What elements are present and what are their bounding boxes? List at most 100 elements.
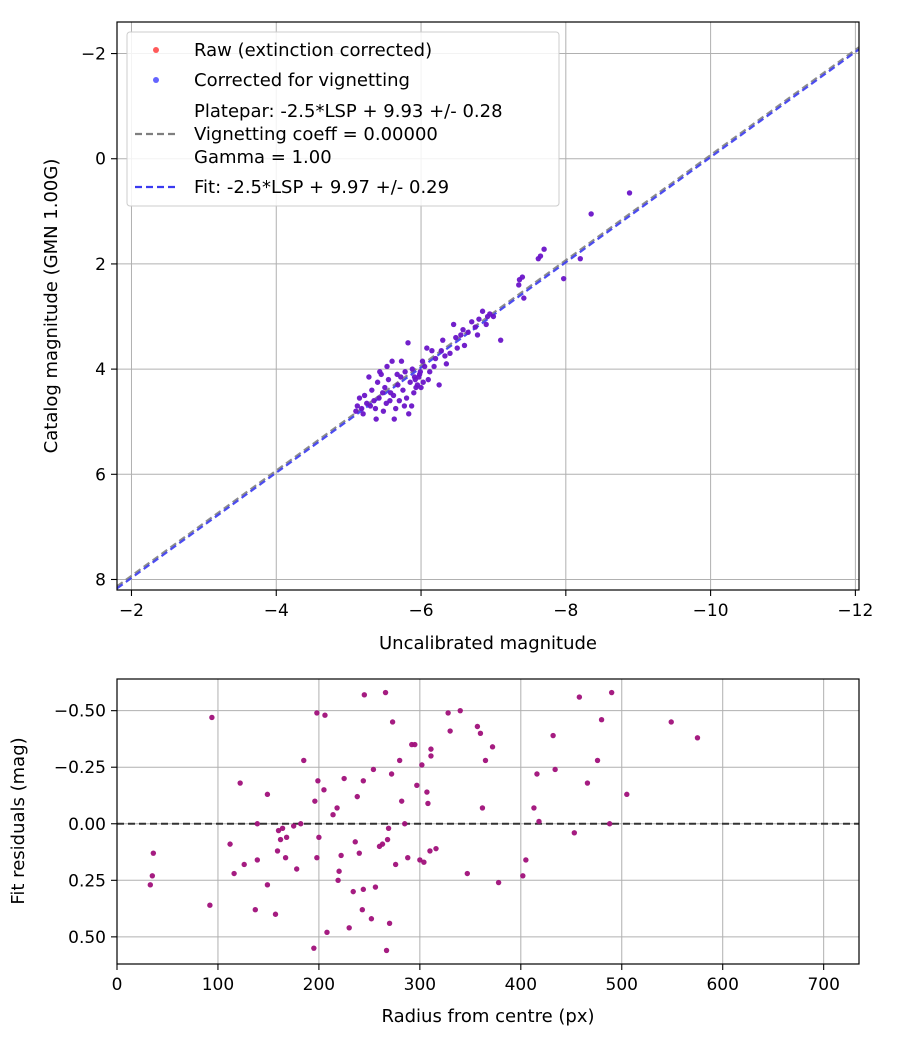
data-point: [428, 753, 434, 759]
data-point: [264, 791, 271, 798]
data-point: [409, 366, 416, 372]
data-point: [358, 405, 365, 412]
data-point: [314, 854, 320, 861]
legend-label-gamma: Gamma = 1.00: [194, 147, 332, 168]
data-point: [396, 757, 403, 764]
data-point: [414, 782, 420, 789]
data-point: [541, 246, 547, 252]
data-point: [405, 340, 411, 346]
data-point: [401, 403, 408, 409]
data-point: [436, 382, 442, 388]
data-point: [438, 348, 445, 354]
data-point: [227, 841, 233, 847]
data-point: [626, 190, 633, 196]
y-tick-label: −2: [81, 45, 106, 65]
data-point: [427, 369, 433, 375]
data-point: [398, 798, 405, 804]
y-tick-label: 0.25: [68, 871, 106, 891]
data-point: [476, 316, 482, 322]
data-point: [380, 408, 387, 414]
data-point: [282, 854, 289, 861]
data-point: [277, 836, 284, 843]
data-point: [386, 920, 393, 926]
data-point: [445, 710, 451, 716]
data-point: [274, 848, 281, 854]
data-point: [373, 416, 379, 422]
data-point: [254, 821, 261, 827]
data-point: [330, 812, 336, 818]
data-point: [366, 374, 372, 380]
data-point: [398, 358, 405, 364]
data-point: [388, 771, 395, 777]
y-tick-label: −0.50: [54, 702, 106, 722]
data-point: [606, 821, 613, 827]
x-tick-label: 300: [404, 975, 436, 995]
data-point: [417, 857, 423, 863]
data-point: [411, 390, 417, 396]
y-axis-label-top: Catalog magnitude (GMN 1.00G): [41, 159, 62, 454]
data-point: [379, 390, 386, 396]
fit-lines-top: [116, 46, 860, 590]
data-point: [447, 350, 453, 357]
data-point: [474, 723, 481, 730]
data-point: [531, 805, 537, 811]
data-point: [421, 363, 428, 370]
data-point: [535, 255, 542, 262]
data-point: [389, 719, 396, 725]
data-point: [429, 348, 435, 354]
data-point: [384, 836, 391, 843]
data-point: [584, 780, 591, 786]
x-tick-label: −4: [264, 601, 289, 621]
legend-label-raw: Raw (extinction corrected): [194, 40, 432, 61]
data-points-bottom: [147, 689, 701, 954]
legend-box: [126, 31, 560, 207]
data-point: [356, 850, 362, 856]
data-point: [408, 403, 415, 409]
data-point: [360, 886, 367, 893]
data-point: [336, 868, 342, 874]
data-point: [594, 757, 601, 764]
x-tick-label: 400: [505, 975, 537, 995]
data-point: [231, 870, 237, 877]
data-point: [458, 332, 464, 338]
data-point: [425, 800, 431, 807]
data-point: [207, 902, 213, 908]
data-point: [372, 884, 379, 890]
data-point: [450, 321, 457, 328]
data-point: [534, 771, 540, 777]
data-point: [571, 830, 578, 836]
data-point: [420, 379, 426, 385]
data-point: [405, 854, 411, 861]
y-tick-label: 6: [95, 465, 106, 485]
data-point: [624, 791, 630, 798]
ticks-bottom: 0 100 200 300 400 500 600 700 0.50 0.25 0.00 −0.25 −…: [54, 702, 840, 995]
data-point: [576, 694, 583, 700]
data-point: [497, 337, 504, 343]
data-point: [536, 818, 542, 825]
data-point: [335, 877, 341, 884]
data-point: [241, 861, 247, 868]
data-point: [552, 766, 558, 773]
data-point: [264, 882, 271, 888]
data-point: [361, 392, 368, 399]
data-point: [433, 845, 439, 852]
data-point: [361, 692, 368, 698]
x-tick-label: 200: [303, 975, 335, 995]
data-point: [387, 397, 393, 404]
data-point: [411, 374, 418, 380]
data-point: [374, 379, 381, 385]
data-point: [237, 780, 243, 786]
data-point: [495, 879, 502, 886]
data-point: [477, 730, 484, 736]
data-point: [298, 821, 304, 827]
data-point: [150, 850, 157, 856]
data-point: [354, 793, 360, 800]
data-point: [484, 313, 491, 320]
data-point: [283, 834, 290, 841]
plot-frame-top: [116, 21, 860, 591]
data-point: [464, 870, 471, 877]
data-point: [432, 355, 439, 362]
y-tick-label: 0: [95, 150, 106, 170]
data-point: [425, 376, 431, 383]
